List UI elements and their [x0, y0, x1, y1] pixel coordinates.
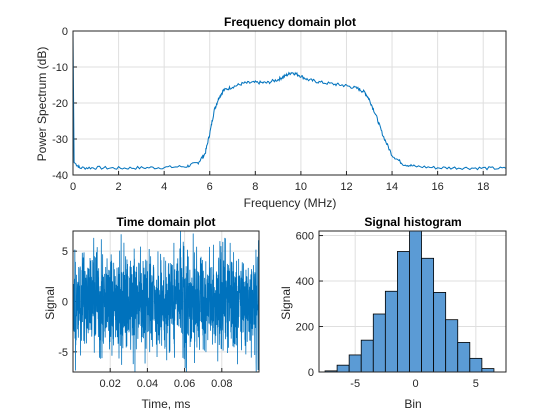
time-plot-frame	[72, 230, 260, 373]
histogram-bar	[445, 319, 459, 373]
frequency-xtick-label: 4	[161, 181, 167, 193]
histogram-ytick-label: 600	[296, 231, 314, 243]
frequency-ytick-label: -20	[52, 98, 68, 110]
frequency-xtick-label: 0	[70, 181, 76, 193]
time-plot-xlabel: Time, ms	[142, 397, 191, 411]
time-plot-title: Time domain plot	[116, 215, 215, 229]
frequency-ytick-label: 0	[62, 26, 68, 38]
frequency-xtick-label: 2	[116, 181, 122, 193]
frequency-xtick-label: 8	[252, 181, 258, 193]
frequency-xtick-label: 12	[340, 181, 352, 193]
histogram-title: Signal histogram	[364, 215, 461, 229]
frequency-plot-ylabel: Power Spectrum (dB)	[35, 47, 49, 162]
frequency-xtick-label: 16	[432, 181, 444, 193]
frequency-plot-title: Frequency domain plot	[224, 15, 356, 29]
histogram-ytick-label: 200	[296, 322, 314, 334]
time-xtick-label: 0.06	[174, 378, 195, 390]
histogram-ytick-label: 0	[308, 367, 314, 379]
frequency-plot-axes: Frequency domain plot Frequency (MHz) Po…	[35, 15, 507, 210]
frequency-ytick-label: -30	[52, 134, 68, 146]
histogram-ylabel: Signal	[279, 286, 293, 319]
histogram-xtick-label: -5	[350, 378, 360, 390]
histogram-bar	[384, 290, 398, 373]
frequency-xtick-label: 18	[477, 181, 489, 193]
histogram-axes: Signal histogram Bin Signal -5 0 5 600 400 20…	[279, 215, 507, 411]
spectrum-line	[72, 30, 507, 171]
histogram-xlabel: Bin	[404, 397, 421, 411]
histogram-bar	[372, 313, 386, 373]
histogram-bar	[457, 342, 471, 373]
time-plot-axes: Time domain plot Time, ms Signal 0.02 0.0…	[43, 215, 260, 411]
histogram-bar	[409, 230, 422, 373]
histogram-frame	[318, 230, 507, 373]
histogram-bar	[433, 292, 447, 373]
time-ytick-label: 5	[62, 246, 68, 258]
histogram-bar	[397, 251, 410, 373]
signal-line	[73, 231, 259, 372]
histogram-bar	[360, 339, 374, 373]
histogram-xtick-label: 5	[473, 378, 479, 390]
histogram-bar	[421, 257, 435, 373]
time-ytick-label: 0	[62, 297, 68, 309]
frequency-plot-xlabel: Frequency (MHz)	[244, 196, 337, 210]
histogram-xtick-label: 0	[412, 378, 418, 390]
frequency-plot-frame	[72, 30, 507, 176]
histogram-bar	[336, 364, 350, 373]
frequency-ytick-label: -40	[52, 170, 68, 182]
frequency-xtick-label: 6	[207, 181, 213, 193]
histogram-bar	[481, 368, 495, 373]
frequency-ytick-label: -10	[52, 62, 68, 74]
histogram-bar	[348, 354, 362, 373]
histogram-bar	[469, 357, 483, 373]
time-xtick-label: 0.04	[137, 378, 158, 390]
time-xtick-label: 0.02	[99, 378, 120, 390]
time-ytick-label: -5	[58, 347, 68, 359]
time-plot-ylabel: Signal	[43, 286, 57, 319]
frequency-xtick-label: 10	[295, 181, 307, 193]
time-xtick-label: 0.08	[211, 378, 232, 390]
histogram-ytick-label: 400	[296, 276, 314, 288]
frequency-xtick-label: 14	[386, 181, 398, 193]
